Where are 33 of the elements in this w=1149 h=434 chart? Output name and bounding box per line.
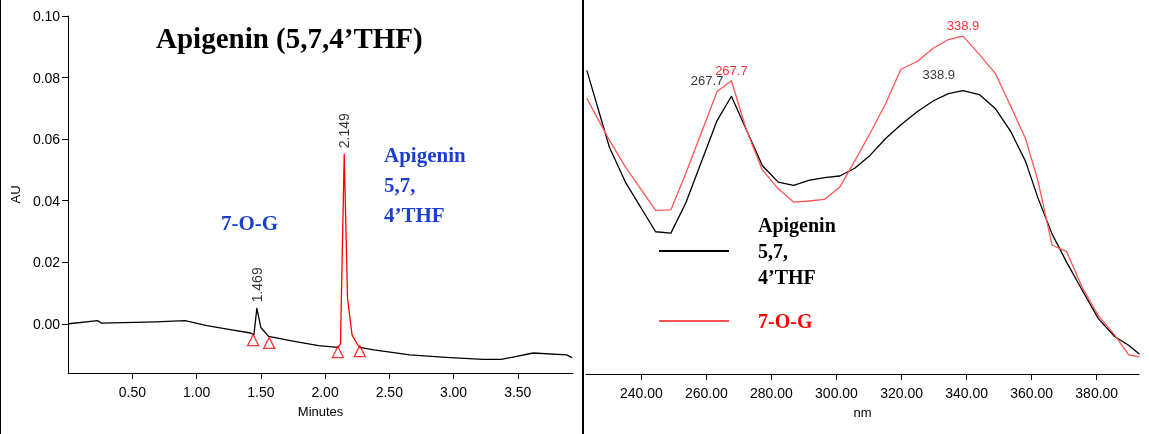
legend-label: Apigenin 5,7,4’THF [758,214,841,288]
legend-label: 7-O-G [758,310,813,332]
x-tick-label: 380.00 [1075,385,1119,401]
y-tick-label: 0.00 [32,315,61,332]
x-tick-label: 320.00 [880,385,924,401]
x-axis-title: nm [853,405,872,420]
x-tick-label: 2.50 [375,384,404,400]
x-tick-label: 340.00 [945,385,989,401]
annotation: 1.469 [248,267,265,303]
y-tick-label: 0.10 [32,8,61,24]
x-tick-label: 260.00 [684,385,728,401]
x-tick-label: 0.50 [118,384,147,400]
x-tick-label: 3.00 [439,384,468,400]
annotation: 2.149 [336,112,353,149]
x-axis-title: Minutes [297,404,344,419]
y-tick-label: 0.04 [32,192,61,209]
annotation: 7-O-G [221,211,279,235]
x-tick-label: 300.00 [815,385,859,401]
annotation: 338.9 [922,67,956,83]
x-tick-label: 2.00 [311,384,339,400]
x-tick-label: 1.00 [182,384,211,400]
x-tick-label: 3.50 [504,384,532,400]
x-tick-label: 360.00 [1010,385,1054,401]
y-tick-label: 0.02 [32,254,61,271]
x-tick-label: 240.00 [619,385,663,401]
annotation: 338.9 [946,18,980,34]
y-axis-title: AU [8,185,23,204]
x-tick-label: 1.50 [247,384,275,400]
y-tick-label: 0.08 [32,69,61,86]
chart-title: Apigenin (5,7,4’THF) [156,21,423,55]
annotation: Apigenin 5,7,4’THF [384,143,471,227]
x-tick-label: 280.00 [750,385,794,401]
y-tick-label: 0.06 [32,131,61,148]
